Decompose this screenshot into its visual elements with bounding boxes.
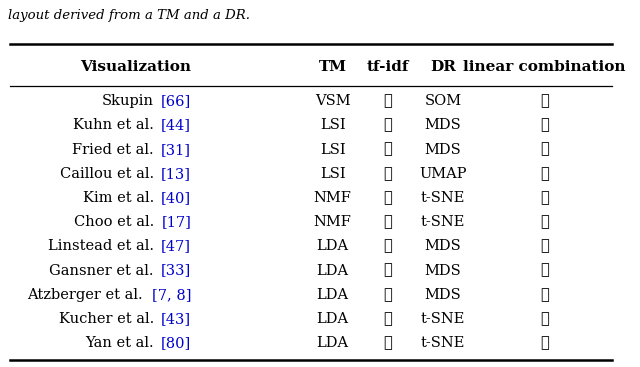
Text: MDS: MDS	[425, 119, 461, 132]
Text: Kucher et al.: Kucher et al.	[59, 312, 154, 326]
Text: MDS: MDS	[425, 288, 461, 302]
Text: TM: TM	[319, 60, 347, 74]
Text: ✗: ✗	[540, 264, 549, 277]
Text: DR: DR	[430, 60, 456, 74]
Text: t-SNE: t-SNE	[421, 336, 465, 350]
Text: [47]: [47]	[161, 239, 191, 254]
Text: Kuhn et al.: Kuhn et al.	[73, 119, 154, 132]
Text: Kim et al.: Kim et al.	[83, 191, 154, 205]
Text: ✗: ✗	[540, 119, 549, 132]
Text: ✗: ✗	[540, 167, 549, 181]
Text: ✓: ✓	[383, 143, 392, 157]
Text: ✗: ✗	[540, 336, 549, 350]
Text: MDS: MDS	[425, 264, 461, 277]
Text: LDA: LDA	[317, 264, 349, 277]
Text: [40]: [40]	[161, 191, 191, 205]
Text: [44]: [44]	[161, 119, 191, 132]
Text: ✗: ✗	[383, 215, 392, 229]
Text: ✓: ✓	[540, 288, 549, 302]
Text: LDA: LDA	[317, 312, 349, 326]
Text: Atzberger et al.: Atzberger et al.	[27, 288, 142, 302]
Text: LSI: LSI	[320, 167, 346, 181]
Text: ✗: ✗	[383, 191, 392, 205]
Text: ✗: ✗	[383, 336, 392, 350]
Text: LDA: LDA	[317, 239, 349, 254]
Text: Skupin: Skupin	[102, 94, 154, 108]
Text: Linstead et al.: Linstead et al.	[48, 239, 154, 254]
Text: SOM: SOM	[424, 94, 461, 108]
Text: NMF: NMF	[314, 215, 351, 229]
Text: [33]: [33]	[161, 264, 191, 277]
Text: ✗: ✗	[383, 288, 392, 302]
Text: ✓: ✓	[383, 167, 392, 181]
Text: LSI: LSI	[320, 143, 346, 157]
Text: t-SNE: t-SNE	[421, 191, 465, 205]
Text: ✗: ✗	[540, 239, 549, 254]
Text: Fried et al.: Fried et al.	[72, 143, 154, 157]
Text: [66]: [66]	[161, 94, 191, 108]
Text: tf-idf: tf-idf	[367, 60, 409, 74]
Text: LSI: LSI	[320, 119, 346, 132]
Text: ✗: ✗	[540, 143, 549, 157]
Text: NMF: NMF	[314, 191, 351, 205]
Text: VSM: VSM	[315, 94, 350, 108]
Text: ✗: ✗	[540, 94, 549, 108]
Text: [7, 8]: [7, 8]	[152, 288, 191, 302]
Text: layout derived from a TM and a DR.: layout derived from a TM and a DR.	[8, 9, 250, 22]
Text: [31]: [31]	[161, 143, 191, 157]
Text: Gansner et al.: Gansner et al.	[49, 264, 154, 277]
Text: ✗: ✗	[383, 119, 392, 132]
Text: LDA: LDA	[317, 288, 349, 302]
Text: Choo et al.: Choo et al.	[74, 215, 154, 229]
Text: MDS: MDS	[425, 239, 461, 254]
Text: t-SNE: t-SNE	[421, 312, 465, 326]
Text: Yan et al.: Yan et al.	[85, 336, 154, 350]
Text: ✗: ✗	[383, 239, 392, 254]
Text: [13]: [13]	[161, 167, 191, 181]
Text: Caillou et al.: Caillou et al.	[60, 167, 154, 181]
Text: ✗: ✗	[383, 94, 392, 108]
Text: linear combination: linear combination	[463, 60, 626, 74]
Text: MDS: MDS	[425, 143, 461, 157]
Text: LDA: LDA	[317, 336, 349, 350]
Text: ✗: ✗	[383, 312, 392, 326]
Text: [80]: [80]	[161, 336, 191, 350]
Text: ✗: ✗	[383, 264, 392, 277]
Text: ✗: ✗	[540, 191, 549, 205]
Text: UMAP: UMAP	[419, 167, 467, 181]
Text: ✗: ✗	[540, 312, 549, 326]
Text: [43]: [43]	[161, 312, 191, 326]
Text: ✗: ✗	[540, 215, 549, 229]
Text: Visualization: Visualization	[80, 60, 191, 74]
Text: t-SNE: t-SNE	[421, 215, 465, 229]
Text: [17]: [17]	[161, 215, 191, 229]
